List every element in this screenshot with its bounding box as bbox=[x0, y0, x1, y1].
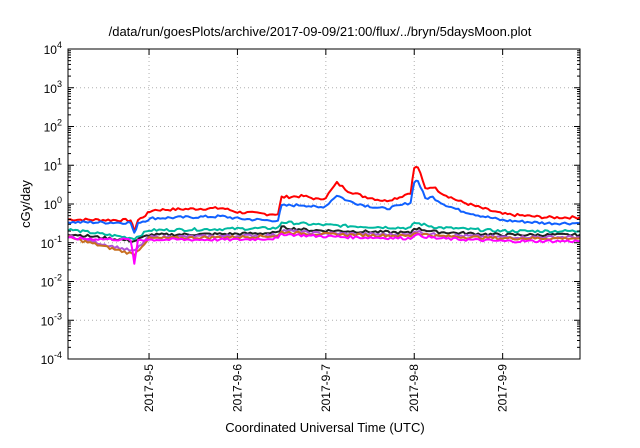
y-tick-label-exponent: 2 bbox=[57, 118, 62, 128]
series-line-7 bbox=[67, 232, 581, 265]
y-tick-label: 102 bbox=[44, 118, 62, 135]
y-tick-label: 10-4 bbox=[41, 350, 62, 367]
x-tick-label: 2017-9-7 bbox=[319, 364, 333, 412]
y-tick-label: 100 bbox=[44, 195, 62, 212]
x-tick-label: 2017-9-6 bbox=[230, 364, 244, 412]
y-tick-label-exponent: 4 bbox=[57, 40, 62, 50]
y-tick-label-exponent: -1 bbox=[54, 234, 62, 244]
y-tick-label: 104 bbox=[44, 40, 62, 57]
x-axis-label: Coordinated Universal Time (UTC) bbox=[225, 420, 424, 435]
y-tick-label-exponent: 0 bbox=[57, 195, 62, 205]
y-axis-label: cGy/day bbox=[18, 180, 33, 228]
y-tick-label-exponent: 3 bbox=[57, 79, 62, 89]
series-layer bbox=[67, 165, 581, 265]
x-tick-label: 2017-9-8 bbox=[407, 364, 421, 412]
series-line-2 bbox=[67, 179, 581, 234]
y-tick-label-exponent: -3 bbox=[54, 311, 62, 321]
y-tick-label: 101 bbox=[44, 156, 62, 173]
chart-title: /data/run/goesPlots/archive/2017-09-09/2… bbox=[109, 24, 532, 39]
x-tick-label: 2017-9-9 bbox=[496, 364, 510, 412]
x-tick-label: 2017-9-5 bbox=[142, 364, 156, 412]
y-tick-label-exponent: -4 bbox=[54, 350, 62, 360]
y-tick-label-base: 10 bbox=[44, 121, 58, 135]
series-line-3 bbox=[67, 220, 581, 241]
grid bbox=[68, 49, 580, 359]
series-line-6 bbox=[67, 230, 581, 257]
y-tick-label: 10-3 bbox=[41, 311, 62, 328]
y-tick-label: 10-2 bbox=[41, 273, 62, 290]
y-tick-label-base: 10 bbox=[44, 198, 58, 212]
y-tick-label-base: 10 bbox=[41, 314, 55, 328]
y-tick-label-exponent: -2 bbox=[54, 273, 62, 283]
y-tick-label-base: 10 bbox=[44, 82, 58, 96]
y-tick-label-base: 10 bbox=[41, 353, 55, 367]
y-tick-label: 10-1 bbox=[41, 234, 62, 251]
y-tick-label-base: 10 bbox=[44, 159, 58, 173]
y-tick-label-base: 10 bbox=[41, 237, 55, 251]
y-tick-label-base: 10 bbox=[41, 276, 55, 290]
y-tick-label-exponent: 1 bbox=[57, 156, 62, 166]
series-line-1 bbox=[67, 165, 581, 233]
y-tick-label-base: 10 bbox=[44, 43, 58, 57]
y-tick-label: 103 bbox=[44, 79, 62, 96]
series-line-4 bbox=[67, 225, 581, 243]
